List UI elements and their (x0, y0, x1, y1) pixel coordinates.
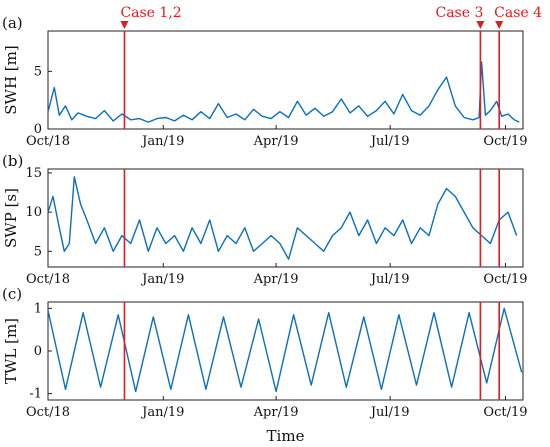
x-tick-label: Oct/19 (483, 134, 527, 149)
series-line (47, 61, 520, 123)
event-markers: Case 1,2 Case 3 Case 4 (120, 5, 542, 400)
y-tick-label: -1 (29, 387, 42, 402)
panel-1: Oct/18 Jan/19 Apr/19 Jul/19 Oct/19 0 5 SWH [m] (… (2, 14, 528, 149)
x-tick-label: Jul/19 (369, 272, 410, 287)
x-tick-label: Jan/19 (140, 405, 184, 420)
event-arrow (495, 21, 504, 29)
y-tick-label: 0 (34, 122, 42, 137)
x-tick-label: Oct/18 (26, 405, 70, 420)
event-marker-1: Case 1,2 (120, 5, 182, 400)
x-tick-label: Jul/19 (369, 405, 410, 420)
x-tick-label: Oct/18 (26, 134, 70, 149)
y-tick-label: 15 (25, 166, 42, 181)
panel-label: (b) (2, 152, 23, 170)
event-arrow (120, 21, 129, 29)
y-tick-label: 10 (25, 205, 42, 220)
panel-label: (a) (2, 14, 23, 32)
x-tick-label: Jan/19 (140, 272, 184, 287)
event-label: Case 4 (494, 5, 542, 21)
x-tick-label: Oct/19 (483, 272, 527, 287)
y-axis-label: SWP [s] (2, 188, 20, 248)
x-tick-label: Apr/19 (253, 272, 299, 287)
event-label: Case 3 (435, 5, 483, 21)
y-axis-label: SWH [m] (2, 45, 20, 114)
plot-frame (47, 168, 524, 268)
panel-3: Oct/18 Jan/19 Apr/19 Jul/19 Oct/19 -1 0 1 TWL [m… (2, 285, 528, 445)
event-arrow (476, 21, 485, 29)
panels: Oct/18 Jan/19 Apr/19 Jul/19 Oct/19 0 5 SWH [m] (… (2, 14, 528, 445)
x-tick-label: Oct/19 (483, 405, 527, 420)
event-marker-2: Case 3 (435, 5, 485, 400)
x-tick-label: Jan/19 (140, 134, 184, 149)
x-axis-label: Time (267, 427, 305, 445)
x-tick-label: Jul/19 (369, 134, 410, 149)
y-tick-label: 0 (34, 344, 42, 359)
x-tick-label: Oct/18 (26, 272, 70, 287)
plot-frame (47, 30, 524, 130)
event-label: Case 1,2 (120, 5, 181, 21)
series-line (47, 176, 518, 260)
panel-2: Oct/18 Jan/19 Apr/19 Jul/19 Oct/19 5 10 15 SWP [… (2, 152, 528, 287)
y-tick-label: 5 (34, 244, 42, 259)
panel-label: (c) (2, 285, 22, 303)
series-line (47, 307, 523, 393)
y-tick-label: 5 (34, 64, 42, 79)
y-axis-label: TWL [m] (2, 318, 20, 384)
event-marker-3: Case 4 (494, 5, 542, 400)
x-tick-label: Apr/19 (253, 134, 299, 149)
x-tick-label: Apr/19 (253, 405, 299, 420)
y-tick-label: 1 (34, 301, 42, 316)
